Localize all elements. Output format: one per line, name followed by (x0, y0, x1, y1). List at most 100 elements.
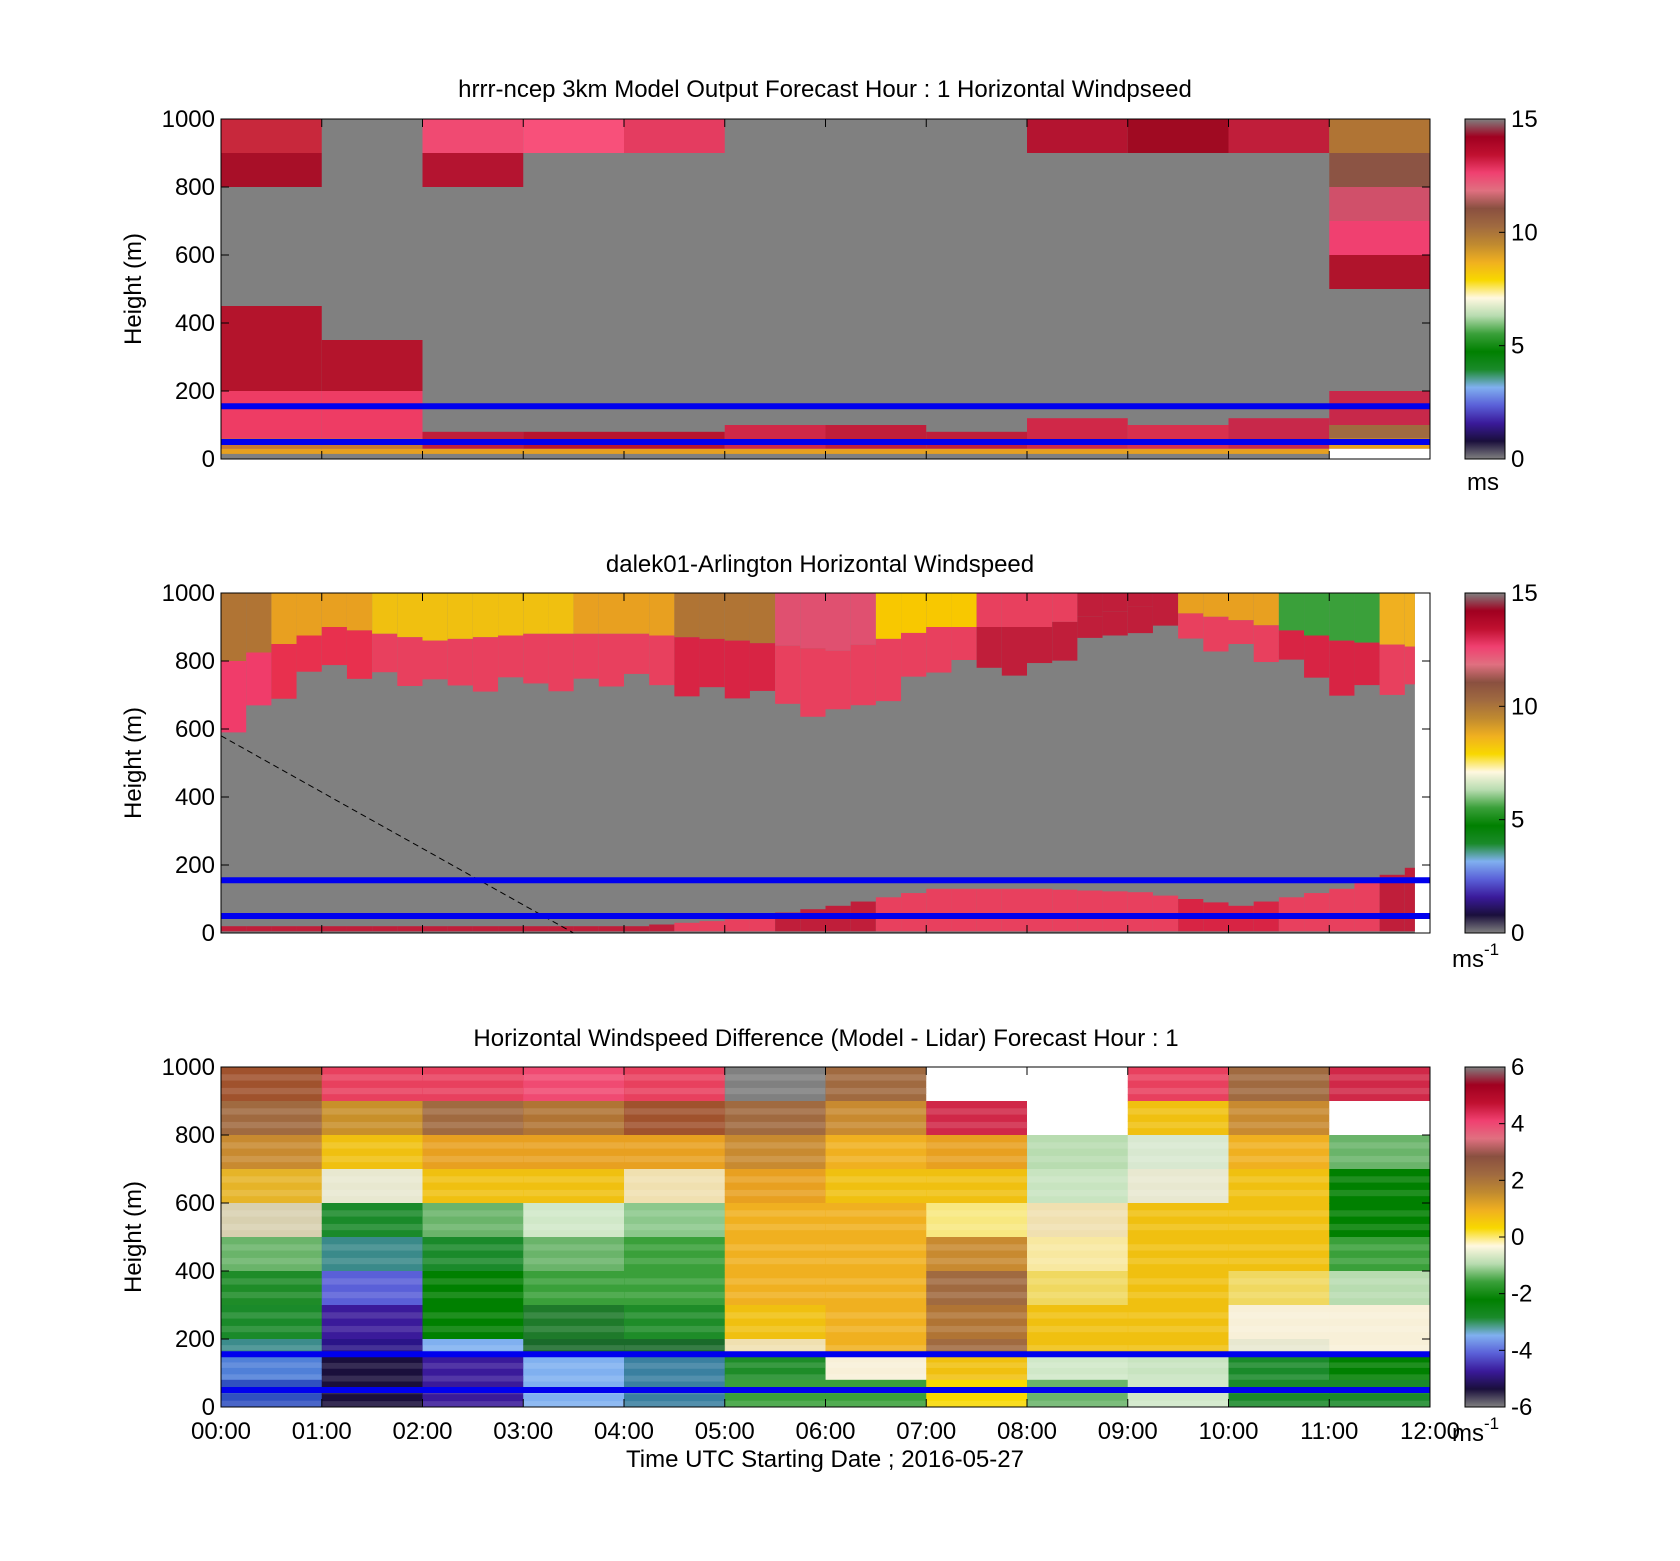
heatmap-cell (926, 1148, 1028, 1156)
heatmap-cell (1329, 1148, 1430, 1156)
heatmap-cell (1127, 1128, 1229, 1136)
heatmap-cell (422, 1332, 524, 1340)
heatmap-cell (1027, 627, 1053, 664)
heatmap-cell (523, 1121, 625, 1129)
heatmap-cell (1152, 593, 1179, 610)
heatmap-cell (926, 1367, 1028, 1375)
heatmap-cell (1228, 1237, 1330, 1245)
heatmap-cell (1127, 1175, 1229, 1184)
heatmap-cell (221, 1162, 323, 1170)
heatmap-cell (926, 1107, 1028, 1116)
heatmap-cell (1127, 1114, 1229, 1122)
heatmap-cell (825, 448, 927, 454)
heatmap-cell (724, 1318, 826, 1326)
heatmap-cell (573, 926, 599, 932)
panel-model-output: hrrr-ncep 3km Model Output Forecast Hour… (120, 76, 1538, 496)
heatmap-cell (1228, 1298, 1330, 1306)
heatmap-cell (825, 1114, 927, 1122)
heatmap-cell (926, 1284, 1028, 1292)
heatmap-cell (1228, 1305, 1330, 1313)
heatmap-cell (1001, 627, 1027, 676)
heatmap-cell (926, 1356, 1028, 1363)
heatmap-cell (221, 391, 322, 439)
heatmap-cell (1228, 1175, 1330, 1184)
heatmap-cell (825, 1094, 927, 1102)
heatmap-cell (1027, 1230, 1129, 1238)
heatmap-cell (825, 1209, 927, 1218)
heatmap-cell (1127, 1243, 1229, 1252)
ytick-label: 800 (175, 648, 215, 675)
heatmap-cell (825, 1148, 927, 1156)
heatmap-cell (674, 637, 700, 697)
heatmap-cell (422, 1203, 524, 1211)
heatmap-cell (321, 1291, 423, 1299)
heatmap-cell (724, 1325, 826, 1333)
heatmap-cell (901, 893, 927, 932)
heatmap-cell (422, 1148, 524, 1156)
heatmap-cell (523, 1080, 625, 1088)
heatmap-cell (825, 1223, 927, 1231)
heatmap-cell (1228, 1155, 1330, 1163)
heatmap-cell (624, 1394, 726, 1402)
heatmap-cell (1127, 1344, 1229, 1351)
heatmap-cell (1329, 1121, 1430, 1129)
heatmap-cell (221, 661, 247, 733)
heatmap-cell (1228, 1271, 1330, 1279)
heatmap-cell (1329, 1141, 1430, 1150)
heatmap-cell (221, 448, 322, 454)
heatmap-cell (1228, 1367, 1330, 1375)
heatmap-cell (624, 1107, 726, 1116)
heatmap-cell (926, 1067, 1028, 1075)
heatmap-cell (221, 119, 322, 153)
heatmap-cell (926, 1155, 1028, 1163)
heatmap-cell (624, 1271, 726, 1279)
heatmap-cell (321, 1325, 423, 1333)
heatmap-cell (926, 1361, 1028, 1369)
heatmap-cell (1077, 616, 1103, 638)
heatmap-cell (1127, 1073, 1229, 1082)
heatmap-cell (1228, 1230, 1330, 1238)
heatmap-cell (926, 1339, 1028, 1346)
heatmap-cell (1127, 1356, 1229, 1363)
heatmap-cell (1127, 1318, 1229, 1326)
heatmap-cell (850, 644, 876, 706)
colorbar-tick-label: 0 (1511, 920, 1524, 947)
heatmap-cell (422, 153, 524, 187)
panel-1-ylabel: Height (m) (120, 233, 147, 345)
heatmap-cell (1127, 1264, 1229, 1272)
heatmap-cell (825, 1311, 927, 1320)
ytick-label: 400 (175, 1258, 215, 1285)
heatmap-cell (1329, 1277, 1430, 1286)
heatmap-cell (1127, 1332, 1229, 1340)
heatmap-cell (321, 1318, 423, 1326)
heatmap-cell (1278, 630, 1305, 660)
heatmap-cell (573, 633, 599, 679)
heatmap-cell (1304, 893, 1330, 932)
heatmap-cell (422, 1344, 524, 1351)
heatmap-cell (422, 119, 524, 153)
heatmap-cell (422, 1135, 524, 1143)
colorbar-tick-label: -6 (1511, 1394, 1532, 1421)
heatmap-cell (422, 1277, 524, 1286)
heatmap-cell (1329, 1128, 1430, 1136)
heatmap-cell (321, 1189, 423, 1197)
heatmap-cell (775, 593, 801, 646)
heatmap-cell (422, 1169, 524, 1177)
heatmap-cell (246, 652, 272, 706)
heatmap-cell (422, 1291, 524, 1299)
heatmap-cell (1329, 1356, 1430, 1363)
heatmap-cell (1228, 1400, 1330, 1407)
heatmap-cell (926, 1257, 1028, 1265)
panel-1-reference-lines (221, 403, 1430, 445)
heatmap-cell (926, 1203, 1028, 1211)
heatmap-cell (1379, 644, 1405, 695)
heatmap-cell (1329, 1243, 1430, 1252)
heatmap-cell (926, 1216, 1028, 1224)
heatmap-cell (825, 1087, 927, 1095)
heatmap-cell (926, 1135, 1028, 1143)
heatmap-cell (749, 593, 776, 644)
heatmap-cell (1027, 1162, 1129, 1170)
heatmap-cell (649, 593, 675, 636)
heatmap-cell (397, 593, 423, 638)
heatmap-cell (1329, 1067, 1430, 1075)
